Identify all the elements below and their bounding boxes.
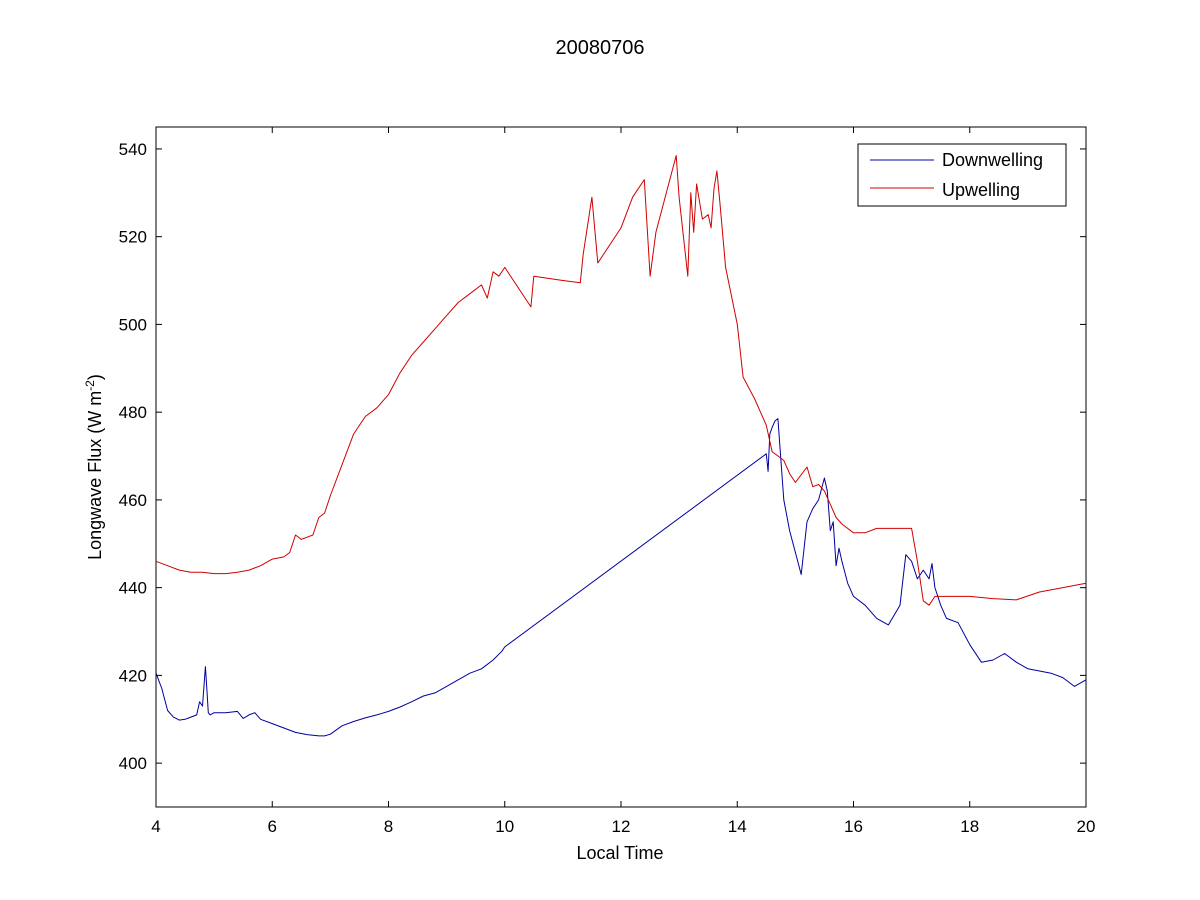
legend: Downwelling Upwelling bbox=[857, 143, 1067, 207]
x-tick-label: 18 bbox=[960, 817, 979, 836]
y-tick-label: 500 bbox=[119, 315, 147, 334]
y-tick-label: 400 bbox=[119, 754, 147, 773]
x-axis-label: Local Time bbox=[576, 843, 663, 863]
plot-area bbox=[155, 126, 1087, 808]
y-axis-label-suffix: ) bbox=[85, 374, 105, 380]
x-tick-label: 14 bbox=[728, 817, 747, 836]
legend-label-downwelling: Downwelling bbox=[942, 150, 1043, 170]
x-tick-label: 4 bbox=[151, 817, 160, 836]
y-axis-label-main: Longwave Flux (W m bbox=[85, 391, 105, 560]
series-line-downwelling bbox=[155, 418, 1087, 737]
y-axis-label: Longwave Flux (W m-2) bbox=[83, 374, 105, 560]
series-line-upwelling bbox=[155, 155, 1087, 606]
y-axis-label-superscript: -2 bbox=[83, 380, 97, 391]
y-tick-label: 480 bbox=[119, 403, 147, 422]
y-tick-label: 540 bbox=[119, 140, 147, 159]
x-tick-label: 12 bbox=[612, 817, 631, 836]
x-tick-label: 8 bbox=[384, 817, 393, 836]
x-tick-label: 16 bbox=[844, 817, 863, 836]
y-tick-label: 520 bbox=[119, 228, 147, 247]
series-layer bbox=[155, 155, 1087, 737]
y-tick-label: 440 bbox=[119, 579, 147, 598]
legend-box bbox=[857, 143, 1067, 207]
axis-ticks: 4 6 8 10 12 14 16 18 20 400 420 440 460 480 500 520 540 bbox=[119, 127, 1096, 836]
x-tick-label: 10 bbox=[495, 817, 514, 836]
y-tick-label: 460 bbox=[119, 491, 147, 510]
x-tick-label: 6 bbox=[268, 817, 277, 836]
chart-title: 20080706 bbox=[556, 37, 645, 59]
y-tick-label: 420 bbox=[119, 666, 147, 685]
legend-label-upwelling: Upwelling bbox=[942, 180, 1020, 200]
x-tick-label: 20 bbox=[1077, 817, 1096, 836]
